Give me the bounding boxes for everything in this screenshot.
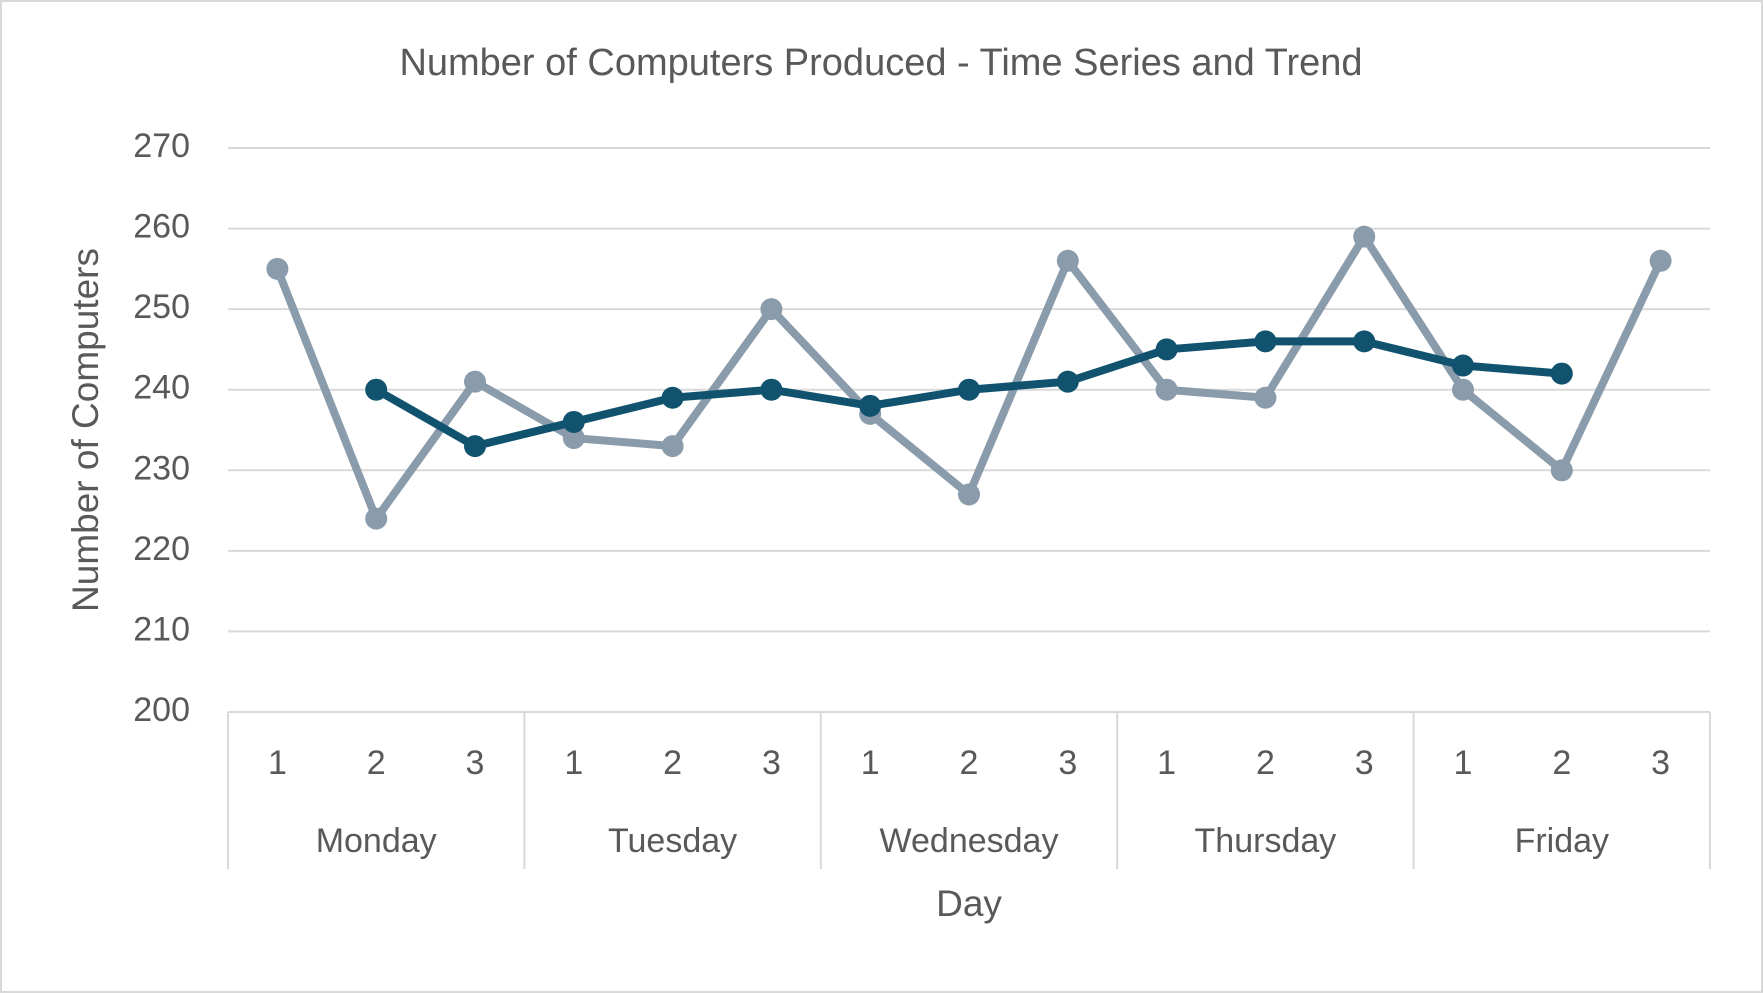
series-marker: [661, 435, 684, 458]
series-marker: [1649, 249, 1672, 272]
series-marker: [266, 257, 289, 280]
series-marker: [1550, 459, 1573, 482]
series-marker: [1452, 354, 1474, 377]
x-tick-label: 2: [1256, 744, 1275, 782]
x-tick-label: 1: [1454, 744, 1473, 782]
series-marker: [760, 298, 783, 321]
y-tick-label: 270: [133, 127, 190, 165]
x-tick-label: 3: [466, 744, 485, 782]
y-tick-label: 210: [133, 610, 190, 648]
series-marker: [760, 378, 783, 401]
series-marker: [562, 410, 585, 433]
series-marker: [1353, 225, 1376, 248]
y-tick-label: 240: [133, 369, 190, 407]
series-marker: [661, 386, 684, 409]
x-tick-label: 1: [1157, 744, 1176, 782]
x-tick-label: 2: [367, 744, 386, 782]
y-tick-label: 260: [133, 208, 190, 246]
series-marker: [1254, 386, 1277, 409]
series-marker: [562, 427, 585, 450]
y-axis-title: Number of Computers: [65, 248, 106, 612]
series-marker: [1155, 378, 1178, 401]
series-marker: [1353, 330, 1376, 353]
x-tick-label: 3: [1355, 744, 1374, 782]
group-label: Wednesday: [880, 822, 1059, 860]
x-tick-label: 3: [762, 744, 781, 782]
group-label: Tuesday: [608, 822, 737, 860]
chart-title: Number of Computers Produced - Time Seri…: [399, 42, 1362, 84]
x-tick-label: 3: [1058, 744, 1077, 782]
group-label: Monday: [316, 822, 437, 860]
series-marker: [958, 483, 980, 506]
x-axis-title: Day: [936, 883, 1002, 924]
x-tick-label: 2: [1552, 744, 1571, 782]
series-marker: [1056, 249, 1079, 272]
x-tick-label: 1: [268, 744, 287, 782]
x-tick-label: 3: [1651, 744, 1670, 782]
x-tick-label: 2: [960, 744, 979, 782]
y-tick-label: 200: [133, 691, 190, 729]
series-marker: [859, 394, 882, 417]
y-tick-label: 230: [133, 449, 190, 487]
series-marker: [1254, 330, 1277, 353]
series-marker: [464, 370, 486, 393]
group-label: Friday: [1515, 822, 1609, 860]
series-marker: [958, 378, 980, 401]
y-tick-label: 250: [133, 288, 190, 326]
series-marker: [365, 378, 388, 401]
series-marker: [1155, 338, 1178, 361]
x-tick-label: 1: [861, 744, 880, 782]
series-marker: [464, 435, 486, 458]
series-marker: [1550, 362, 1573, 385]
y-tick-label: 220: [133, 530, 190, 568]
group-label: Thursday: [1195, 822, 1337, 860]
series-marker: [1452, 378, 1474, 401]
x-tick-label: 2: [663, 744, 682, 782]
series-marker: [1056, 370, 1079, 393]
x-tick-label: 1: [564, 744, 583, 782]
series-marker: [365, 507, 388, 530]
